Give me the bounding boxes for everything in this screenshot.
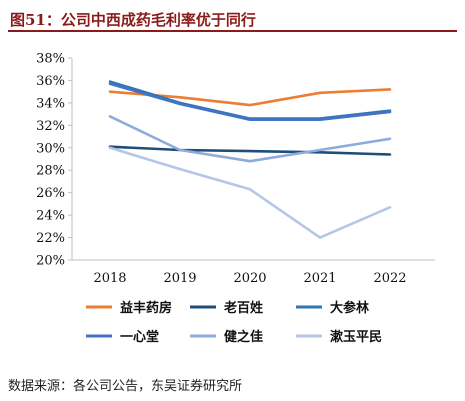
legend-label: 大参林 <box>330 300 369 316</box>
x-tick-label: 2022 <box>373 271 406 286</box>
y-tick-label: 26% <box>36 186 65 201</box>
x-tick-label: 2018 <box>93 271 126 286</box>
series-line <box>108 115 392 163</box>
chart-title: 图51：公司中西成药毛利率优于同行 <box>10 11 256 29</box>
x-tick-label: 2021 <box>303 271 336 286</box>
series-line <box>108 146 392 239</box>
y-tick-label: 28% <box>36 164 65 179</box>
legend-label: 益丰药房 <box>120 300 172 316</box>
y-tick-label: 30% <box>36 141 65 156</box>
y-tick-label: 22% <box>36 231 65 246</box>
y-tick-label: 38% <box>36 52 65 67</box>
legend-label: 漱玉平民 <box>330 329 382 345</box>
x-tick-label: 2020 <box>233 271 266 286</box>
series-line <box>108 145 392 156</box>
source-note: 数据来源：各公司公告，东吴证券研究所 <box>8 379 243 394</box>
x-tick-label: 2019 <box>163 271 196 286</box>
y-tick-label: 36% <box>36 74 65 89</box>
legend-label: 老百姓 <box>223 300 263 316</box>
y-tick-label: 24% <box>36 209 65 224</box>
title-bar: 图51：公司中西成药毛利率优于同行 <box>8 8 457 32</box>
y-tick-label: 34% <box>36 96 65 111</box>
legend-label: 一心堂 <box>120 329 159 345</box>
y-tick-label: 32% <box>36 119 65 134</box>
legend-label: 健之佳 <box>224 329 263 345</box>
series-line <box>108 82 392 121</box>
series-line <box>108 80 392 120</box>
y-tick-label: 20% <box>36 254 65 269</box>
source-bar: 数据来源：各公司公告，东吴证券研究所 <box>8 375 457 397</box>
